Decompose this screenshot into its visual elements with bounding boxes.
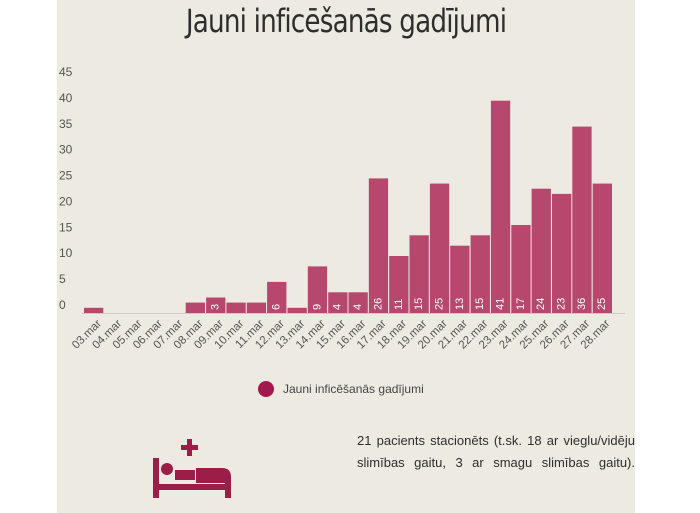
x-axis: 03.mar04.mar05.mar06.mar07.mar08.mar09.m… xyxy=(70,318,613,352)
bar-23.mar[interactable] xyxy=(490,100,511,313)
legend-label: Jauni inficēšanās gadījumi xyxy=(283,382,424,396)
hospital-bed-icon xyxy=(153,439,231,498)
data-label: 23 xyxy=(556,298,568,310)
bar-25.mar[interactable] xyxy=(531,188,551,313)
bar-09.mar[interactable] xyxy=(206,297,226,314)
data-label: 11 xyxy=(393,299,405,310)
bars xyxy=(84,100,612,314)
bar-03.mar[interactable] xyxy=(84,307,104,313)
y-tick-label: 0 xyxy=(59,298,66,312)
data-label: 41 xyxy=(495,298,507,310)
data-label: 25 xyxy=(596,298,608,310)
y-tick-label: 20 xyxy=(59,194,73,208)
data-label: 25 xyxy=(434,298,446,310)
bar-10.mar[interactable] xyxy=(226,302,246,313)
chart-title: Jauni inficēšanās gadījumi xyxy=(185,2,507,40)
y-tick-label: 45 xyxy=(59,65,73,79)
data-labels: 3 6 9 4 4 26 11 15 25 13 15 41 17 24 23 36 25 xyxy=(210,298,608,310)
legend-marker xyxy=(258,381,274,397)
data-label: 4 xyxy=(332,304,344,310)
y-tick-label: 15 xyxy=(59,220,73,234)
data-label: 9 xyxy=(311,304,323,310)
y-tick-label: 10 xyxy=(59,246,73,260)
bar-22.mar[interactable] xyxy=(470,235,490,313)
bar-27.mar[interactable] xyxy=(572,126,592,313)
data-label: 24 xyxy=(535,298,547,310)
hospitalized-note: 21 pacients stacionēts (t.sk. 18 ar vieg… xyxy=(357,433,635,470)
y-tick-label: 30 xyxy=(59,143,73,157)
data-label: 6 xyxy=(271,304,283,310)
data-label: 17 xyxy=(515,298,527,310)
bar-24.mar[interactable] xyxy=(511,225,531,313)
bar-12.mar[interactable] xyxy=(267,281,287,313)
bar-17.mar[interactable] xyxy=(368,178,389,313)
bar-11.mar[interactable] xyxy=(246,302,267,313)
data-label: 15 xyxy=(413,298,425,310)
y-tick-label: 5 xyxy=(59,272,66,286)
data-label: 26 xyxy=(372,298,384,310)
bar-13.mar[interactable] xyxy=(287,307,307,313)
legend[interactable]: Jauni inficēšanās gadījumi xyxy=(258,381,424,397)
y-axis: 0 5 10 15 20 25 30 35 40 45 xyxy=(59,65,73,312)
bar-20.mar[interactable] xyxy=(429,183,450,313)
data-label: 3 xyxy=(210,304,222,310)
bar-14.mar[interactable] xyxy=(307,266,328,313)
data-label: 36 xyxy=(576,298,588,310)
y-tick-label: 40 xyxy=(59,91,73,105)
y-tick-label: 35 xyxy=(59,117,73,131)
y-tick-label: 25 xyxy=(59,169,73,183)
data-label: 4 xyxy=(352,304,364,310)
bar-21.mar[interactable] xyxy=(450,245,470,313)
bar-16.mar[interactable] xyxy=(348,292,368,313)
bar-18.mar[interactable] xyxy=(389,256,409,313)
bar-08.mar[interactable] xyxy=(185,302,205,313)
data-label: 15 xyxy=(474,298,486,310)
bar-26.mar[interactable] xyxy=(552,193,572,313)
chart-panel: Jauni inficēšanās gadījumi 0 5 10 15 20 25 30 3… xyxy=(57,0,635,513)
bar-19.mar[interactable] xyxy=(409,235,429,313)
bar-15.mar[interactable] xyxy=(328,292,348,313)
bar-28.mar[interactable] xyxy=(592,183,612,313)
data-label: 13 xyxy=(454,298,466,310)
